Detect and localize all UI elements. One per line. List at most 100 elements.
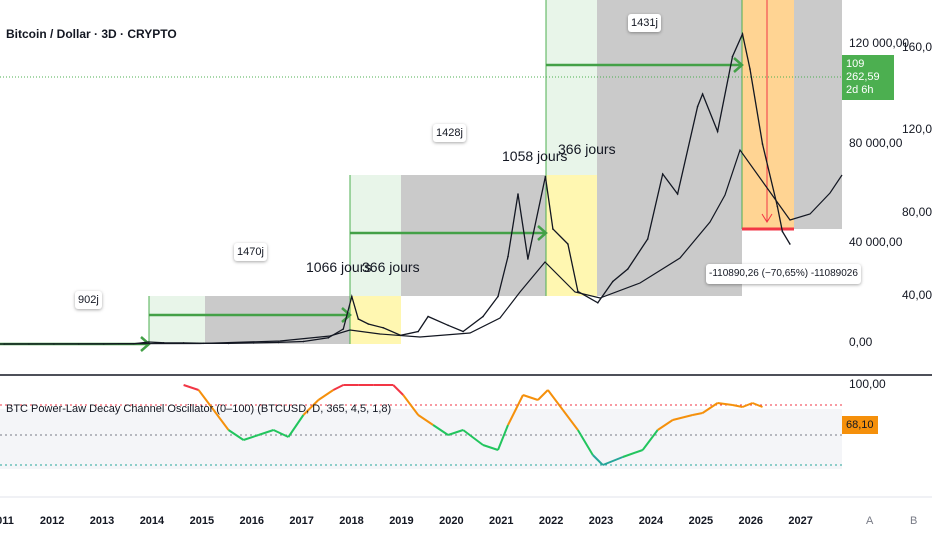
oscillator-value-tag: 68,10 xyxy=(842,416,878,434)
price-point xyxy=(252,342,255,344)
year-label-2026: 2026 xyxy=(738,515,763,527)
auto-scale-button[interactable]: A xyxy=(866,515,874,527)
price-point xyxy=(646,238,649,240)
price-point xyxy=(447,324,449,327)
cycle-zone-2014-accum xyxy=(149,296,205,344)
year-label-2013: 2013 xyxy=(89,515,115,527)
price-point xyxy=(227,342,230,345)
price-axis-label-4: 0,00 xyxy=(849,335,873,349)
oscillator-segment xyxy=(507,394,524,426)
oscillator-segment xyxy=(732,404,743,408)
oscillator-segment xyxy=(287,414,305,438)
cycle-zone-2026-grey xyxy=(794,0,842,229)
price-point xyxy=(399,334,402,337)
price-point xyxy=(781,230,784,233)
oscillator-segment xyxy=(432,424,449,436)
oscillator-segment xyxy=(447,429,464,436)
price-point xyxy=(147,341,150,343)
price-point xyxy=(789,243,791,245)
cycle-zone-2019-grey xyxy=(401,175,546,296)
price-point xyxy=(132,343,135,345)
year-label-2015: 2015 xyxy=(189,515,215,527)
price-point xyxy=(103,343,105,345)
days-label-1058: 1058 jours xyxy=(502,148,568,164)
price-point xyxy=(776,205,779,208)
oscillator-segment xyxy=(702,402,719,414)
year-label-2023: 2023 xyxy=(588,515,614,527)
oscillator-segment xyxy=(317,389,334,401)
oscillator-segment xyxy=(577,429,594,456)
osc-scale-label-3: 80,00 xyxy=(902,205,932,219)
oscillator-segment xyxy=(273,429,289,438)
price-axis-label-3: 40 000,00 xyxy=(849,235,903,249)
oscillator-ref-lines xyxy=(0,404,842,466)
price-point xyxy=(427,315,429,318)
price-point xyxy=(749,68,751,70)
days-label-366-a: 366 jours xyxy=(362,259,420,275)
oscillator-segment xyxy=(197,389,215,411)
last-price-tag: 109 262,59 2d 6h xyxy=(842,55,894,100)
oscillator-segment xyxy=(562,409,579,431)
oscillator-series-group xyxy=(183,384,763,466)
year-label-2024: 2024 xyxy=(638,515,664,527)
oscillator-segment xyxy=(183,384,199,391)
cycle-length-label-4: 1431j xyxy=(628,14,661,32)
price-point xyxy=(507,255,509,258)
price-axis-label-2: 80 000,00 xyxy=(849,136,903,150)
cycle-zone-2015-grey xyxy=(205,296,350,344)
cycle-zone-2023-grey-top xyxy=(597,0,742,175)
price-point xyxy=(696,105,699,108)
price-point xyxy=(731,55,734,58)
oscillator-segment xyxy=(522,394,539,401)
year-label-2012: 2012 xyxy=(39,515,65,527)
symbol-title[interactable]: Bitcoin / Dollar · 3D · CRYPTO xyxy=(6,27,177,41)
oscillator-segment xyxy=(332,384,344,391)
days-label-366-b: 366 jours xyxy=(558,141,616,157)
oscillator-pane xyxy=(0,374,932,469)
oscillator-segment xyxy=(641,429,659,451)
log-scale-button[interactable]: B xyxy=(910,515,918,527)
bar-countdown: 2d 6h xyxy=(846,84,874,96)
last-price-value: 109 262,59 xyxy=(846,58,880,83)
oscillator-segment xyxy=(462,429,484,446)
price-point xyxy=(676,193,679,195)
oscillator-segment xyxy=(717,402,733,406)
cycle-zones xyxy=(149,0,842,344)
drawdown-label: -110890,26 (−70,65%) -11089026 xyxy=(706,264,861,284)
year-label-2019: 2019 xyxy=(389,515,414,527)
price-point xyxy=(162,342,165,344)
price-point xyxy=(202,342,205,345)
year-label-2022: 2022 xyxy=(538,515,564,527)
price-axis-label-1: 120 000,00 xyxy=(849,36,910,50)
price-point xyxy=(327,337,330,339)
price-point xyxy=(351,295,353,298)
cycle-zone-2018-yellow xyxy=(350,296,401,344)
year-label-2017: 2017 xyxy=(289,515,314,527)
oscillator-segment xyxy=(657,419,674,431)
oscillator-segment xyxy=(212,409,230,431)
price-point xyxy=(118,343,120,345)
year-label-2027: 2027 xyxy=(788,515,813,527)
cycle-length-label-2: 1470j xyxy=(234,243,267,261)
oscillator-title[interactable]: BTC Power-Law Decay Channel Oscillator (… xyxy=(6,403,392,415)
days-label-1066: 1066 jours xyxy=(306,259,372,275)
oscillator-segment xyxy=(547,389,564,411)
year-label-2018: 2018 xyxy=(339,515,364,527)
price-point xyxy=(482,315,484,318)
price-point xyxy=(3,343,5,345)
oscillator-segment xyxy=(302,399,320,416)
price-point xyxy=(497,295,499,298)
price-point xyxy=(417,330,420,333)
price-point xyxy=(182,342,185,344)
price-point xyxy=(342,328,345,330)
year-label-2014: 2014 xyxy=(139,515,165,527)
cycle-length-label-1: 902j xyxy=(75,291,102,309)
oscillator-segment xyxy=(692,412,703,416)
price-point xyxy=(552,228,554,230)
oscillator-band xyxy=(0,409,842,469)
power-law-floor-curve xyxy=(0,148,843,345)
price-point xyxy=(462,330,464,333)
cycle-zone-2022-yellow xyxy=(546,175,597,296)
price-point xyxy=(567,243,569,245)
